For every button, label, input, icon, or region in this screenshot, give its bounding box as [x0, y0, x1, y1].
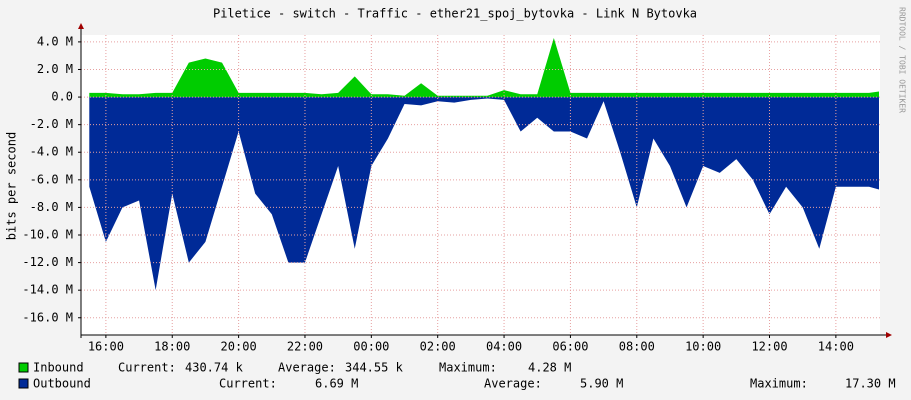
y-tick-label: -6.0 M — [30, 172, 73, 186]
legend-label: Outbound — [33, 377, 91, 391]
legend-stat-value: 344.55 k — [345, 361, 404, 375]
x-tick-label: 06:00 — [552, 340, 588, 354]
legend-stat-value: 17.30 M — [845, 377, 896, 391]
legend-stat-value: 5.90 M — [580, 377, 623, 391]
y-tick-label: 0.0 — [51, 90, 73, 104]
legend-stat-label: Maximum: — [439, 361, 497, 375]
axis — [80, 27, 888, 338]
y-axis-label: bits per second — [5, 132, 19, 240]
legend-stat-label: Current: — [219, 377, 277, 391]
legend-stat-value: 4.28 M — [528, 361, 571, 375]
side-label: RRDTOOL / TOBI OETIKER — [898, 7, 907, 113]
legend-stat-label: Current: — [118, 361, 176, 375]
x-tick-label: 12:00 — [751, 340, 787, 354]
y-tick-label: -12.0 M — [22, 255, 73, 269]
y-tick-label: -8.0 M — [30, 200, 73, 214]
series-area — [89, 97, 880, 291]
x-tick-label: 18:00 — [154, 340, 190, 354]
chart-title: Piletice - switch - Traffic - ether21_sp… — [213, 7, 697, 21]
legend-label: Inbound — [33, 361, 84, 375]
x-tick-label: 08:00 — [619, 340, 655, 354]
legend-stat-value: 6.69 M — [315, 377, 358, 391]
y-tick-label: -16.0 M — [22, 310, 73, 324]
x-tick-label: 20:00 — [221, 340, 257, 354]
y-tick-label: -14.0 M — [22, 283, 73, 297]
x-tick-label: 00:00 — [353, 340, 389, 354]
x-tick-label: 10:00 — [685, 340, 721, 354]
x-tick-label: 04:00 — [486, 340, 522, 354]
legend-stat-value: 430.74 k — [185, 361, 244, 375]
x-tick-label: 22:00 — [287, 340, 323, 354]
legend-stat-label: Average: — [484, 377, 542, 391]
y-tick-label: -2.0 M — [30, 117, 73, 131]
y-tick-label: 2.0 M — [37, 62, 73, 76]
y-tick-label: -4.0 M — [30, 145, 73, 159]
x-tick-label: 02:00 — [420, 340, 456, 354]
legend-swatch — [18, 378, 29, 389]
y-tick-label: -10.0 M — [22, 228, 73, 242]
legend-stat-label: Average: — [278, 361, 336, 375]
legend-swatch — [18, 362, 29, 373]
y-tick-label: 4.0 M — [37, 34, 73, 48]
x-tick-label: 14:00 — [818, 340, 854, 354]
legend-stat-label: Maximum: — [750, 377, 808, 391]
x-tick-label: 16:00 — [88, 340, 124, 354]
